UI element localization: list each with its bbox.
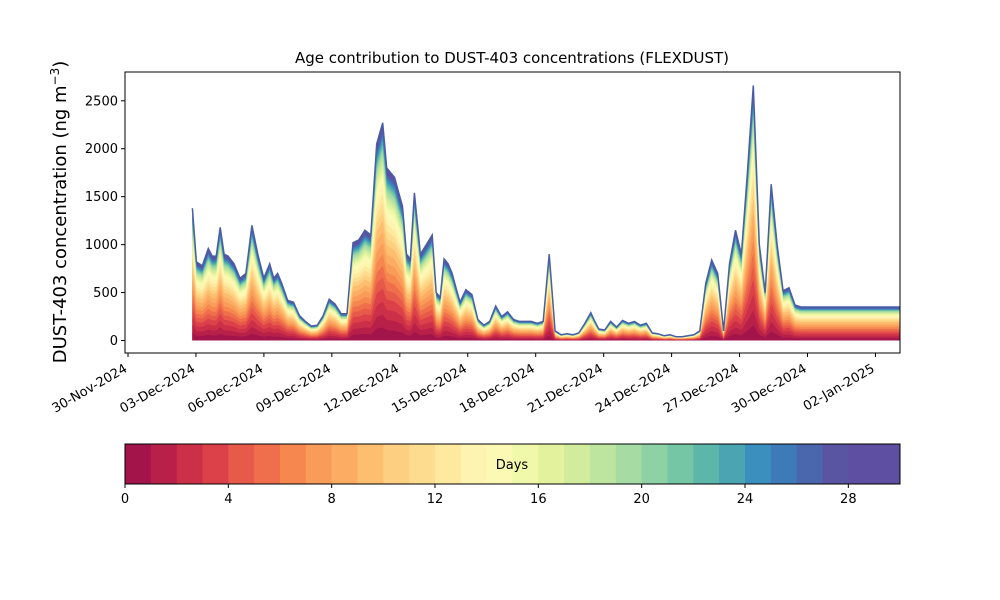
colorbar-tick-label: 4 (224, 492, 232, 507)
y-axis-label-unit-sup: −3 (48, 68, 62, 86)
x-tick-label: 06-Dec-2024 (186, 361, 266, 416)
colorbar-bin-8 (331, 444, 358, 484)
x-tick-label: 24-Dec-2024 (593, 361, 673, 416)
x-tick-label: 09-Dec-2024 (253, 361, 333, 416)
colorbar-bin-3 (202, 444, 229, 484)
colorbar: 0 4 8 12 16 20 24 28 (121, 443, 901, 507)
y-tick-label: 2500 (85, 94, 118, 109)
colorbar-tick-label: 20 (633, 492, 650, 507)
colorbar-bin-4 (228, 444, 255, 484)
colorbar-label: Days (496, 458, 529, 473)
colorbar-bin-22 (693, 444, 720, 484)
colorbar-bin-9 (357, 444, 384, 484)
x-tick-label: 12-Dec-2024 (321, 361, 401, 416)
colorbar-frame (124, 443, 901, 485)
total-outline (191, 85, 900, 338)
colorbar-bin-27 (822, 444, 849, 484)
colorbar-bin-20 (641, 444, 668, 484)
plot-area (191, 85, 900, 341)
colorbar-tick-label: 24 (737, 492, 754, 507)
x-tick-label: 02-Jan-2025 (801, 361, 878, 414)
y-axis-label-close: ) (50, 61, 71, 68)
age-band-1 (192, 310, 900, 341)
x-tick-label: 21-Dec-2024 (525, 361, 605, 416)
colorbar-tick-label: 16 (530, 492, 547, 507)
colorbar-bin-16 (538, 444, 565, 484)
colorbar-bin-0 (125, 444, 152, 484)
colorbar-bin-14 (486, 444, 513, 484)
x-tick-label: 03-Dec-2024 (118, 361, 198, 416)
colorbar-tick-label: 12 (427, 492, 444, 507)
y-axis: 0 500 1000 1500 2000 2500 (85, 94, 125, 349)
x-tick-label: 30-Dec-2024 (729, 361, 809, 416)
colorbar-bin-21 (667, 444, 694, 484)
y-tick-label: 1000 (85, 238, 118, 253)
colorbar-bin-18 (590, 444, 617, 484)
x-tick-label: 30-Nov-2024 (50, 361, 130, 416)
x-tick-label: 15-Dec-2024 (389, 361, 469, 416)
colorbar-bin-25 (770, 444, 798, 484)
y-axis-label-text: DUST-403 concentration (ng m (50, 85, 71, 363)
y-tick-label: 2000 (85, 142, 118, 157)
colorbar-bin-1 (150, 444, 178, 484)
colorbar-bin-19 (615, 444, 643, 484)
colorbar-bin-23 (719, 444, 746, 484)
y-axis-label: DUST-403 concentration (ng m−3) (48, 61, 71, 364)
colorbar-bin-12 (435, 444, 462, 484)
y-tick-label: 1500 (85, 190, 118, 205)
colorbar-bin-5 (254, 444, 281, 484)
colorbar-bin-7 (305, 444, 333, 484)
colorbar-tick-label: 28 (840, 492, 857, 507)
colorbar-bin-6 (280, 444, 307, 484)
colorbar-bin-13 (460, 444, 488, 484)
x-axis: 30-Nov-202403-Dec-202406-Dec-202409-Dec-… (50, 353, 878, 417)
colorbar-tick-label: 0 (121, 492, 129, 507)
y-tick-label: 0 (110, 334, 118, 349)
colorbar-bin-29 (874, 444, 901, 484)
colorbar-bin-11 (409, 444, 436, 484)
axes-frame (124, 71, 901, 354)
colorbar-bin-24 (745, 444, 772, 484)
colorbar-tick-label: 8 (328, 492, 336, 507)
x-tick-label: 18-Dec-2024 (457, 361, 537, 416)
age-band-0 (192, 325, 900, 341)
colorbar-bin-2 (176, 444, 203, 484)
colorbar-bin-28 (848, 444, 875, 484)
chart-title: Age contribution to DUST-403 concentrati… (295, 49, 729, 67)
colorbar-bin-15 (512, 444, 539, 484)
colorbar-bin-17 (564, 444, 591, 484)
colorbar-bin-26 (796, 444, 823, 484)
colorbar-bin-10 (383, 444, 410, 484)
y-tick-label: 500 (93, 286, 118, 301)
x-tick-label: 27-Dec-2024 (661, 361, 741, 416)
